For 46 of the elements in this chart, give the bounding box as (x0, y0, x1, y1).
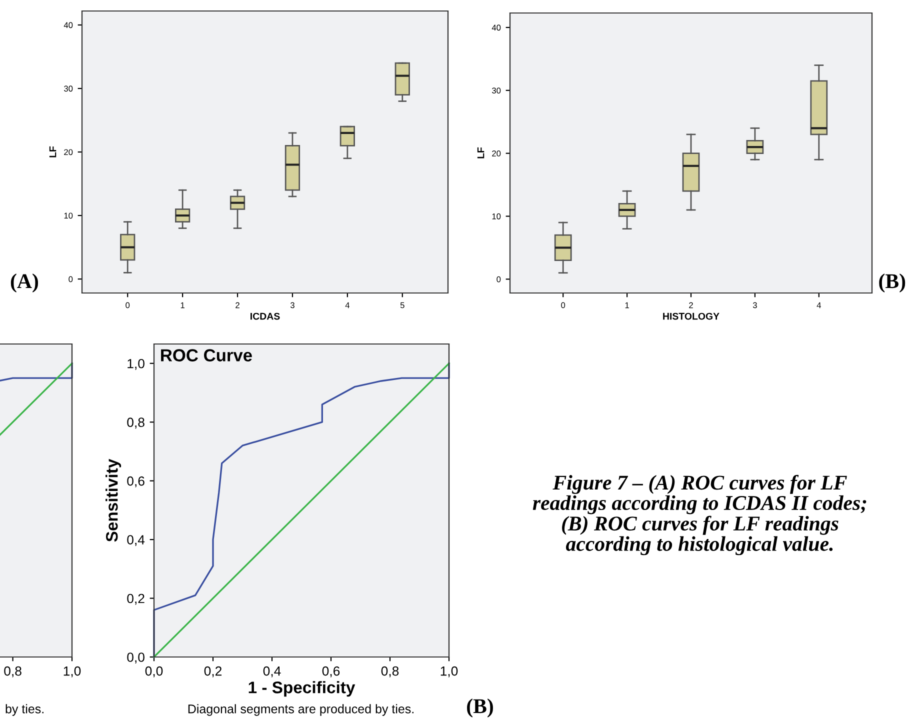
x-tick-label: 0,8 (381, 666, 399, 678)
y-tick-label: 20 (492, 150, 501, 156)
x-axis-title: 1 - Specificity (248, 681, 356, 697)
y-tick-label: 0,2 (127, 594, 144, 605)
x-tick-label: 3 (290, 302, 294, 308)
caption: Figure 7 – (A) ROC curves for LF readings according to ICDAS II codes; (B) ROC curves for LF readings according to histological value. (532, 474, 866, 556)
y-tick-label: 30 (64, 86, 73, 92)
x-tick-label: 0,6 (322, 666, 340, 678)
y-tick-label: 40 (492, 24, 501, 31)
y-tick-label: 40 (64, 22, 73, 28)
x-tick-label: 0,4 (263, 666, 281, 678)
x-tick-label: 3 (752, 302, 757, 308)
y-tick-label: 0 (68, 276, 73, 282)
y-tick-label: 0,6 (127, 476, 144, 488)
y-tick-label: 1,0 (128, 358, 144, 370)
text: (B) (879, 274, 906, 292)
x-tick-label: 4 (816, 302, 821, 308)
x-axis-title: HISTOLOGY (663, 312, 720, 320)
x-tick-label: 4 (345, 302, 350, 308)
y-tick-label: 0 (496, 276, 501, 282)
text: (B) (467, 698, 493, 718)
chart-title: ROC Curve (161, 349, 252, 362)
x-tick-label: 1 (625, 302, 629, 308)
text: (A) (10, 274, 38, 292)
text: by ties. (6, 704, 44, 716)
x-tick-label: 0,0 (145, 666, 163, 678)
x-tick-label: 1,0 (440, 666, 458, 678)
y-tick-label: 10 (492, 213, 501, 220)
y-tick-label: 10 (64, 212, 73, 219)
x-tick-label: 1 (180, 302, 184, 308)
x-tick-label: 0 (561, 302, 566, 308)
x-tick-label: 5 (400, 302, 404, 308)
x-axis-title: ICDAS (250, 312, 280, 320)
y-axis-title: Sensitivity (106, 458, 122, 542)
y-tick-label: 0,4 (127, 535, 145, 546)
y-axis-title: LF (477, 147, 484, 158)
y-tick-label: 30 (492, 88, 501, 94)
y-tick-label: 0,8 (127, 418, 144, 429)
x-tick-label: 0,8 (4, 666, 22, 678)
y-tick-label: 20 (64, 149, 73, 156)
y-tick-label: 0,0 (127, 652, 144, 664)
text: Diagonal segments are produced by ties. (188, 704, 414, 716)
x-tick-label: 2 (689, 302, 693, 308)
x-tick-label: 2 (236, 302, 240, 308)
x-tick-label: 0,2 (204, 666, 222, 678)
y-axis-title: LF (49, 146, 56, 158)
